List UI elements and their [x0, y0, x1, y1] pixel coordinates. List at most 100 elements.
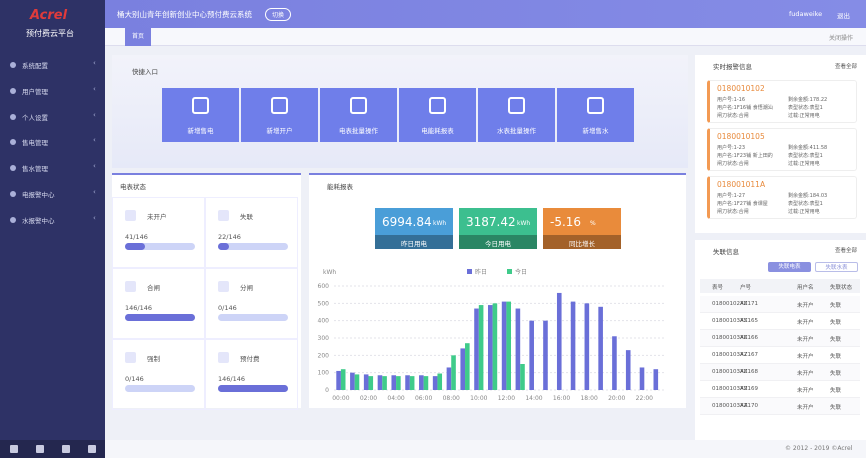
bar [368, 376, 374, 390]
alarm-line: 用户名:1F16铺 食悟潮汕 [717, 105, 773, 111]
bar [446, 367, 452, 390]
progress-track [218, 385, 288, 392]
quick-tile[interactable]: 新增开户 [241, 88, 318, 142]
stat-value: -5.16 [550, 215, 582, 229]
table-cell: 01800102A8 [712, 301, 748, 307]
x-tick-label: 04:00 [387, 395, 404, 402]
progress-fill [125, 314, 195, 321]
bottom-icon[interactable] [10, 445, 18, 453]
bar [556, 292, 562, 390]
quick-tile[interactable]: 水表批量操作 [478, 88, 555, 142]
bar [488, 305, 493, 390]
quick-tile[interactable]: 新增售水 [557, 88, 634, 142]
alarm-line: 过载:正常用电 [788, 113, 820, 119]
status-label: 分闸 [240, 284, 253, 292]
status-count: 0/146 [125, 375, 144, 383]
menu-arrow: ‹ [93, 162, 96, 171]
menu-icon [10, 139, 16, 146]
table-cell: 失联 [830, 337, 842, 343]
status-icon [218, 352, 229, 363]
table-cell: 失联 [830, 405, 842, 411]
menu-item[interactable]: 用户管理 ‹ [0, 83, 105, 99]
menu-item[interactable]: 电报警中心 ‹ [0, 186, 105, 202]
status-cell: 合闸 146/146 [112, 268, 205, 339]
bar [423, 376, 429, 390]
table-cell: XZ165 [740, 318, 759, 324]
column-header: 用户名 [797, 285, 814, 291]
bar [492, 303, 498, 390]
bottom-icon[interactable] [36, 445, 44, 453]
tile-icon [350, 97, 367, 114]
y-tick-label: 0 [325, 387, 329, 394]
system-title: 桶大别山青年创新创业中心预付费云系统 [117, 10, 252, 19]
status-count: 22/146 [218, 233, 241, 241]
alarm-line: 闸刀状态:合闸 [717, 113, 749, 119]
bottom-icon[interactable] [88, 445, 96, 453]
status-label: 预付费 [240, 355, 260, 363]
bar [639, 367, 645, 390]
menu-icon [10, 191, 16, 197]
table-row: 01800103A5 XZ165 未开户 失联 [700, 313, 860, 330]
x-tick-label: 16:00 [553, 395, 570, 402]
close-ops[interactable]: 关闭操作 [829, 35, 854, 42]
logout[interactable]: 退出 [837, 12, 850, 20]
table-row: 01800102A8 XZ171 未开户 失联 [700, 296, 860, 313]
quick-tile[interactable]: 新增售电 [162, 88, 239, 142]
x-tick-label: 14:00 [525, 395, 542, 402]
alarm-panel: 实时报警信息 查看全部 0180010102 用户号:1-16 剩余金额:178.22 用… [695, 55, 866, 233]
menu-item[interactable]: 售电管理 ‹ [0, 134, 105, 150]
y-tick-label: 200 [318, 352, 330, 359]
bar [409, 376, 415, 390]
x-tick-label: 08:00 [443, 395, 460, 402]
quick-tile[interactable]: 电能耗报表 [399, 88, 476, 142]
progress-fill [218, 385, 288, 392]
alarm-card[interactable]: 0180010105 用户号:1-23 剩余金额:411.58 用户名:1F23铺 新… [707, 128, 857, 171]
sidebar: Acrel 预付费云平台 系统配置 ‹ 用户管理 ‹ 个人设置 ‹ 售电管理 ‹ 售水管理 ‹ 电报警中… [0, 0, 105, 458]
stat-unit: kWh [433, 220, 447, 227]
menu-arrow: ‹ [93, 84, 96, 93]
panel-title: 能耗报表 [327, 183, 353, 191]
table-cell: XZ168 [740, 369, 759, 375]
menu-item[interactable]: 水报警中心 ‹ [0, 212, 105, 228]
progress-track [218, 314, 288, 321]
tile-label: 新增售电 [187, 127, 214, 135]
table-row: 01800103A6 XZ166 未开户 失联 [700, 330, 860, 347]
view-all[interactable]: 查看全部 [835, 248, 858, 254]
quick-tile[interactable]: 电表批量操作 [320, 88, 397, 142]
tab-bar: 首页 关闭操作 [105, 28, 866, 46]
menu-item[interactable]: 个人设置 ‹ [0, 109, 105, 125]
view-all[interactable]: 查看全部 [835, 64, 858, 70]
menu-item[interactable]: 系统配置 ‹ [0, 57, 105, 73]
y-tick-label: 100 [318, 370, 330, 377]
alarm-line: 用户号:1-27 [717, 193, 746, 199]
alarm-card[interactable]: 018001011A 用户号:1-27 剩余金额:184.03 用户名:1F27铺 食… [707, 176, 857, 219]
alarm-line: 表型状态:表型1 [788, 153, 823, 159]
bar [584, 303, 590, 390]
y-tick-label: 400 [318, 318, 330, 325]
status-count: 146/146 [218, 375, 246, 383]
switch-button[interactable]: 切换 [265, 8, 292, 21]
home-tab[interactable]: 首页 [125, 28, 151, 46]
tile-label: 水表批量操作 [497, 127, 536, 135]
tile-icon [508, 97, 525, 114]
bar [340, 369, 346, 390]
quick-title: 快捷入口 [132, 68, 158, 76]
filter-button[interactable]: 失联水表 [815, 262, 858, 272]
bar [625, 350, 631, 390]
legend-swatch [507, 269, 512, 274]
lost-panel: 失联信息 查看全部 失联电表 失联水表 表号 户号 用户名 失联状态 01800102A8 XZ1… [695, 240, 866, 440]
bar [350, 372, 355, 390]
menu-item[interactable]: 售水管理 ‹ [0, 160, 105, 176]
table-cell: XZ171 [740, 301, 759, 307]
alarm-line: 用户号:1-16 [717, 97, 746, 103]
stat-label: 昨日用电 [401, 240, 427, 248]
table-cell: 01800103A9 [712, 386, 748, 392]
alarm-card[interactable]: 0180010102 用户号:1-16 剩余金额:178.22 用户名:1F16铺 食… [707, 80, 857, 123]
progress-track [125, 385, 195, 392]
copyright: © 2012 - 2019 ©Acrel [785, 445, 853, 452]
bottom-icon[interactable] [62, 445, 70, 453]
filter-button[interactable]: 失联电表 [768, 262, 811, 272]
footer: © 2012 - 2019 ©Acrel [105, 440, 866, 458]
stat-bottom [543, 235, 621, 249]
